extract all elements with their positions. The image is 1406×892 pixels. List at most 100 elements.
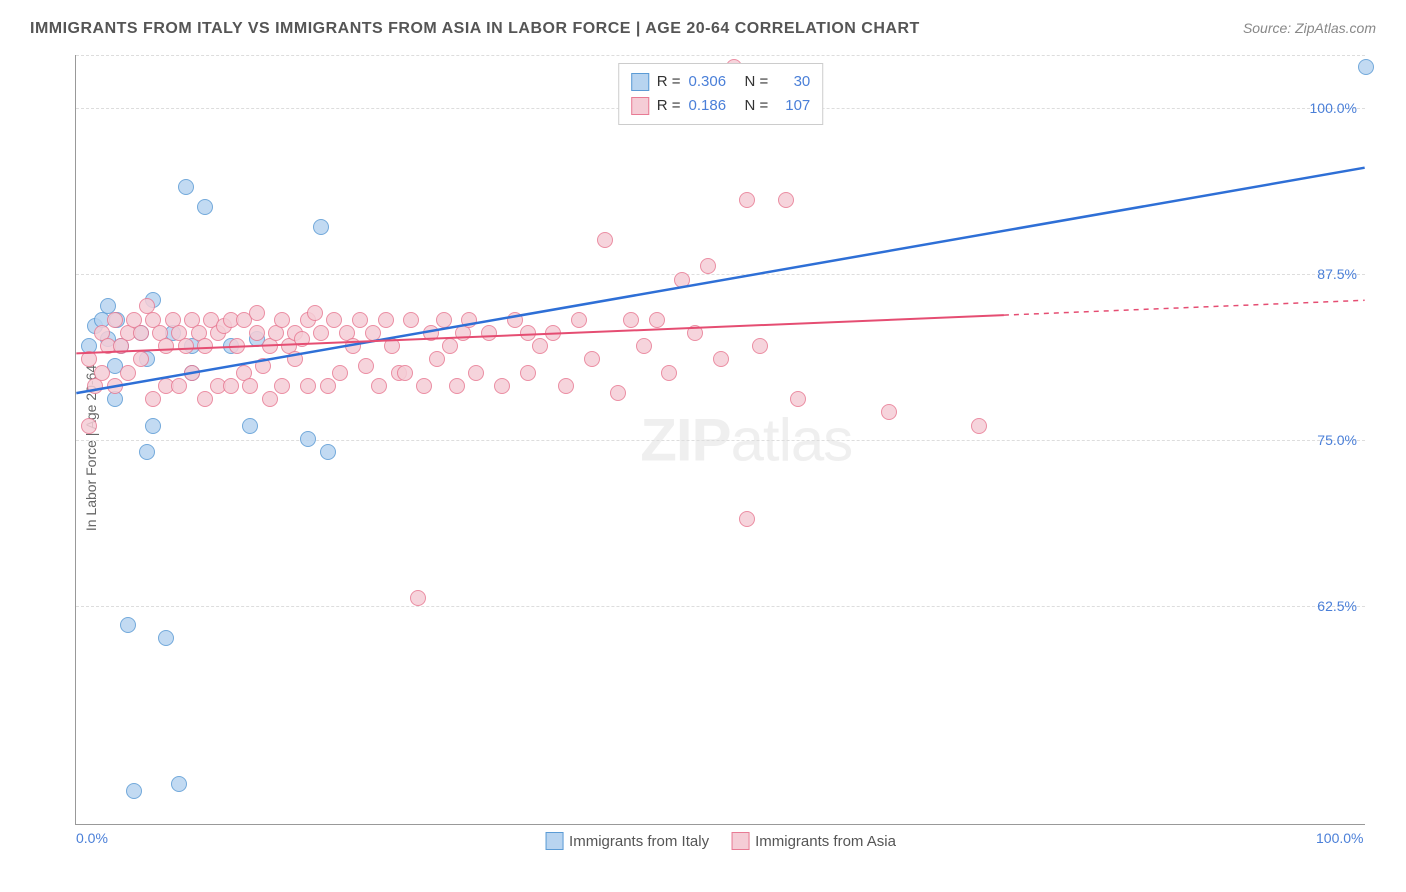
plot-area: In Labor Force | Age 20-64 ZIPatlas 62.5…	[75, 55, 1365, 825]
r-value: 0.186	[689, 94, 737, 118]
legend-series-label: Immigrants from Asia	[755, 833, 896, 850]
data-point	[778, 192, 794, 208]
trend-line-dashed	[1004, 300, 1365, 315]
data-point	[274, 378, 290, 394]
data-point	[126, 783, 142, 799]
data-point	[371, 378, 387, 394]
data-point	[352, 312, 368, 328]
legend-correlation-row: R = 0.306 N = 30	[631, 70, 811, 94]
x-tick-label: 0.0%	[76, 830, 108, 846]
legend-swatch	[631, 73, 649, 91]
data-point	[649, 312, 665, 328]
data-point	[171, 378, 187, 394]
data-point	[184, 365, 200, 381]
gridline	[76, 606, 1365, 607]
data-point	[739, 192, 755, 208]
n-value: 107	[776, 94, 810, 118]
data-point	[242, 378, 258, 394]
correlation-legend: R = 0.306 N = 30 R = 0.186 N = 107	[618, 63, 824, 125]
data-point	[410, 590, 426, 606]
data-point	[145, 391, 161, 407]
gridline	[76, 274, 1365, 275]
data-point	[158, 630, 174, 646]
chart-title: IMMIGRANTS FROM ITALY VS IMMIGRANTS FROM…	[30, 20, 1376, 38]
data-point	[790, 391, 806, 407]
r-label: R =	[657, 70, 681, 94]
data-point	[971, 418, 987, 434]
data-point	[687, 325, 703, 341]
data-point	[881, 404, 897, 420]
data-point	[145, 418, 161, 434]
data-point	[397, 365, 413, 381]
data-point	[365, 325, 381, 341]
data-point	[597, 232, 613, 248]
data-point	[300, 431, 316, 447]
data-point	[423, 325, 439, 341]
data-point	[249, 305, 265, 321]
data-point	[674, 272, 690, 288]
source-label: Source: ZipAtlas.com	[1243, 20, 1376, 36]
data-point	[178, 338, 194, 354]
data-point	[197, 338, 213, 354]
data-point	[229, 338, 245, 354]
data-point	[242, 418, 258, 434]
data-point	[294, 331, 310, 347]
data-point	[468, 365, 484, 381]
data-point	[313, 325, 329, 341]
data-point	[558, 378, 574, 394]
data-point	[223, 378, 239, 394]
data-point	[571, 312, 587, 328]
legend-correlation-row: R = 0.186 N = 107	[631, 94, 811, 118]
data-point	[287, 351, 303, 367]
data-point	[416, 378, 432, 394]
series-legend: Immigrants from Italy Immigrants from As…	[545, 832, 896, 850]
data-point	[345, 338, 361, 354]
data-point	[436, 312, 452, 328]
data-point	[584, 351, 600, 367]
data-point	[178, 179, 194, 195]
n-label: N =	[745, 70, 769, 94]
data-point	[320, 444, 336, 460]
data-point	[610, 385, 626, 401]
legend-series-label: Immigrants from Italy	[569, 833, 709, 850]
legend-series-item: Immigrants from Italy	[545, 832, 709, 850]
data-point	[358, 358, 374, 374]
data-point	[313, 219, 329, 235]
data-point	[255, 358, 271, 374]
legend-swatch	[731, 832, 749, 850]
n-label: N =	[745, 94, 769, 118]
data-point	[739, 511, 755, 527]
y-tick-label: 75.0%	[1317, 432, 1357, 448]
gridline	[76, 55, 1365, 56]
legend-swatch	[545, 832, 563, 850]
data-point	[520, 365, 536, 381]
legend-swatch	[631, 97, 649, 115]
data-point	[158, 338, 174, 354]
data-point	[107, 312, 123, 328]
data-point	[545, 325, 561, 341]
data-point	[442, 338, 458, 354]
chart-container: IMMIGRANTS FROM ITALY VS IMMIGRANTS FROM…	[0, 0, 1406, 892]
data-point	[139, 444, 155, 460]
x-tick-label: 100.0%	[1316, 830, 1363, 846]
data-point	[81, 351, 97, 367]
data-point	[661, 365, 677, 381]
data-point	[403, 312, 419, 328]
r-label: R =	[657, 94, 681, 118]
data-point	[300, 378, 316, 394]
data-point	[133, 325, 149, 341]
legend-series-item: Immigrants from Asia	[731, 832, 896, 850]
y-tick-label: 62.5%	[1317, 598, 1357, 614]
data-point	[249, 325, 265, 341]
r-value: 0.306	[689, 70, 737, 94]
data-point	[274, 312, 290, 328]
data-point	[449, 378, 465, 394]
gridline	[76, 440, 1365, 441]
data-point	[461, 312, 477, 328]
data-point	[481, 325, 497, 341]
data-point	[81, 418, 97, 434]
data-point	[494, 378, 510, 394]
data-point	[326, 312, 342, 328]
data-point	[307, 305, 323, 321]
data-point	[171, 776, 187, 792]
